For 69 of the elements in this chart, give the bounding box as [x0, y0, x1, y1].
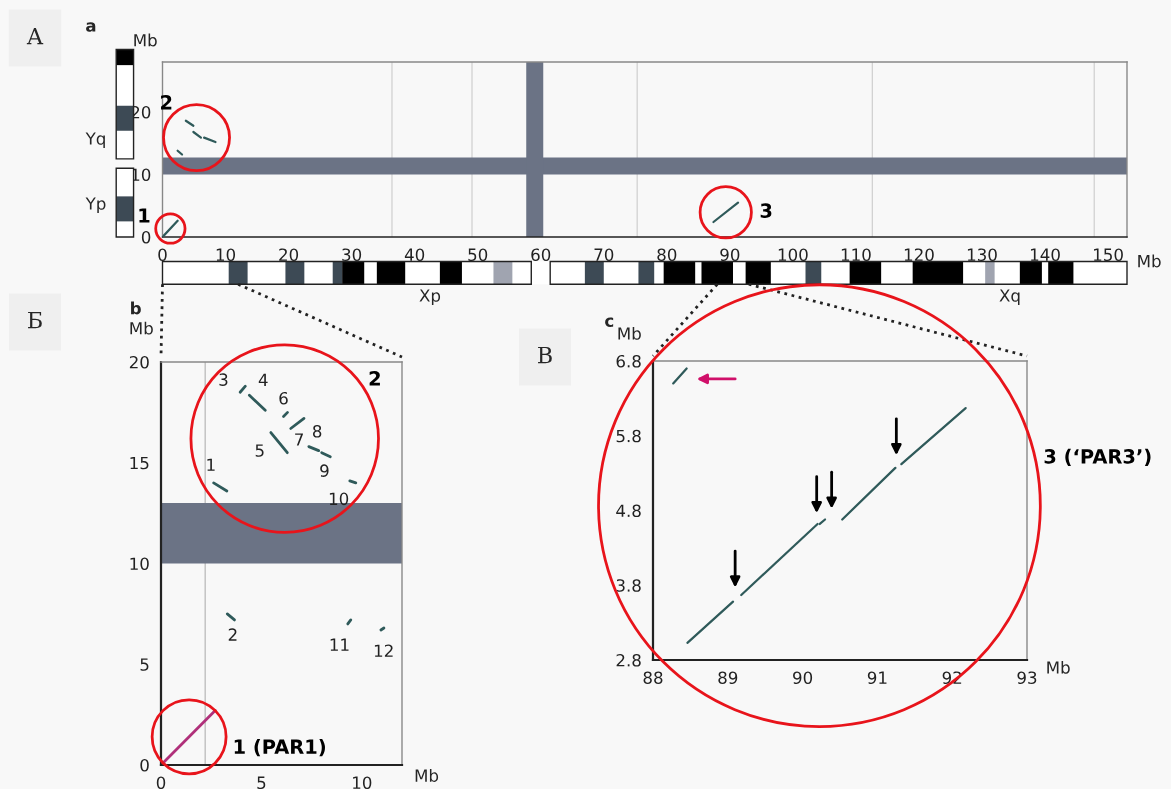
y-tick-label: 5.8	[616, 429, 641, 443]
series-label: 10	[329, 492, 349, 506]
series-label: 3	[219, 373, 228, 386]
x-axis-title: Mb	[1047, 660, 1070, 674]
chart-title: a	[86, 22, 96, 32]
text: Yq	[85, 132, 105, 149]
text: Yp	[85, 197, 106, 214]
x-tick-label: 5	[257, 776, 266, 789]
legend-label: 1	[139, 208, 150, 223]
series-label: 12	[374, 644, 393, 657]
x-tick-label: 140	[1030, 248, 1060, 262]
x-tick-label: 10	[216, 248, 236, 262]
series-label: 11	[330, 638, 349, 651]
y-tick-label: 0	[141, 230, 151, 244]
x-tick-label: 100	[778, 248, 808, 262]
y-tick-label: 5	[140, 658, 149, 671]
text: Xp	[419, 289, 441, 306]
x-tick-label: 0	[156, 776, 166, 789]
y-tick-label: 20	[129, 355, 149, 369]
annotation: 2	[369, 371, 380, 386]
x-tick-label: 0	[158, 248, 167, 262]
text: Xq	[999, 289, 1020, 306]
y-tick-label: 15	[130, 456, 149, 470]
x-tick-label: 90	[720, 248, 740, 262]
series-label: 5	[255, 444, 264, 457]
annotation: 1	[207, 458, 215, 471]
x-tick-label: 91	[867, 671, 887, 685]
x-tick-label: 88	[643, 671, 663, 685]
x-tick-label: 110	[841, 248, 871, 262]
y-tick-label: 0	[140, 758, 149, 772]
annotation: 3	[760, 203, 772, 218]
x-tick-label: 50	[468, 248, 488, 262]
annotation: 1 (PAR1)	[234, 739, 325, 757]
y-tick-label: 10	[130, 557, 149, 571]
text: Б	[28, 311, 42, 329]
chart-title: b	[131, 301, 141, 315]
x-tick-label: 130	[967, 248, 997, 262]
chart-title: c	[605, 317, 614, 327]
y-axis-title: Mb	[618, 326, 641, 340]
x-tick-label: 150	[1094, 248, 1123, 262]
x-axis-title: Mb	[415, 769, 439, 782]
x-tick-label: 30	[342, 248, 362, 262]
y-tick-label: 2.8	[616, 653, 641, 667]
x-tick-label: 80	[657, 248, 677, 262]
x-tick-label: 70	[594, 248, 614, 262]
x-tick-label: 20	[279, 248, 299, 262]
y-axis-title: Mb	[134, 33, 157, 47]
text: В	[538, 346, 552, 364]
y-tick-label: 4.8	[616, 504, 641, 518]
x-tick-label: 120	[904, 248, 934, 262]
series-label: 7	[295, 433, 303, 446]
x-tick-label: 60	[531, 248, 551, 262]
x-tick-label: 89	[718, 671, 738, 685]
text: 3 (‘PAR3’)	[1044, 448, 1151, 466]
series-label: 9	[320, 464, 329, 477]
x-axis-title: Mb	[1138, 254, 1161, 268]
series-label: 4	[258, 373, 268, 386]
y-axis-title: Mb	[130, 321, 153, 335]
x-tick-label: 90	[793, 671, 813, 685]
series-label: 2	[228, 628, 237, 641]
annotation: 2	[161, 94, 172, 110]
x-tick-label: 40	[404, 248, 425, 262]
series-label: 8	[312, 424, 322, 438]
x-tick-label: 10	[353, 776, 372, 789]
x-tick-label: 93	[1017, 671, 1037, 685]
y-tick-label: 6.8	[616, 354, 641, 368]
y-tick-label: 3.8	[616, 579, 641, 592]
series-label: 6	[279, 391, 288, 405]
text: А	[26, 27, 44, 45]
